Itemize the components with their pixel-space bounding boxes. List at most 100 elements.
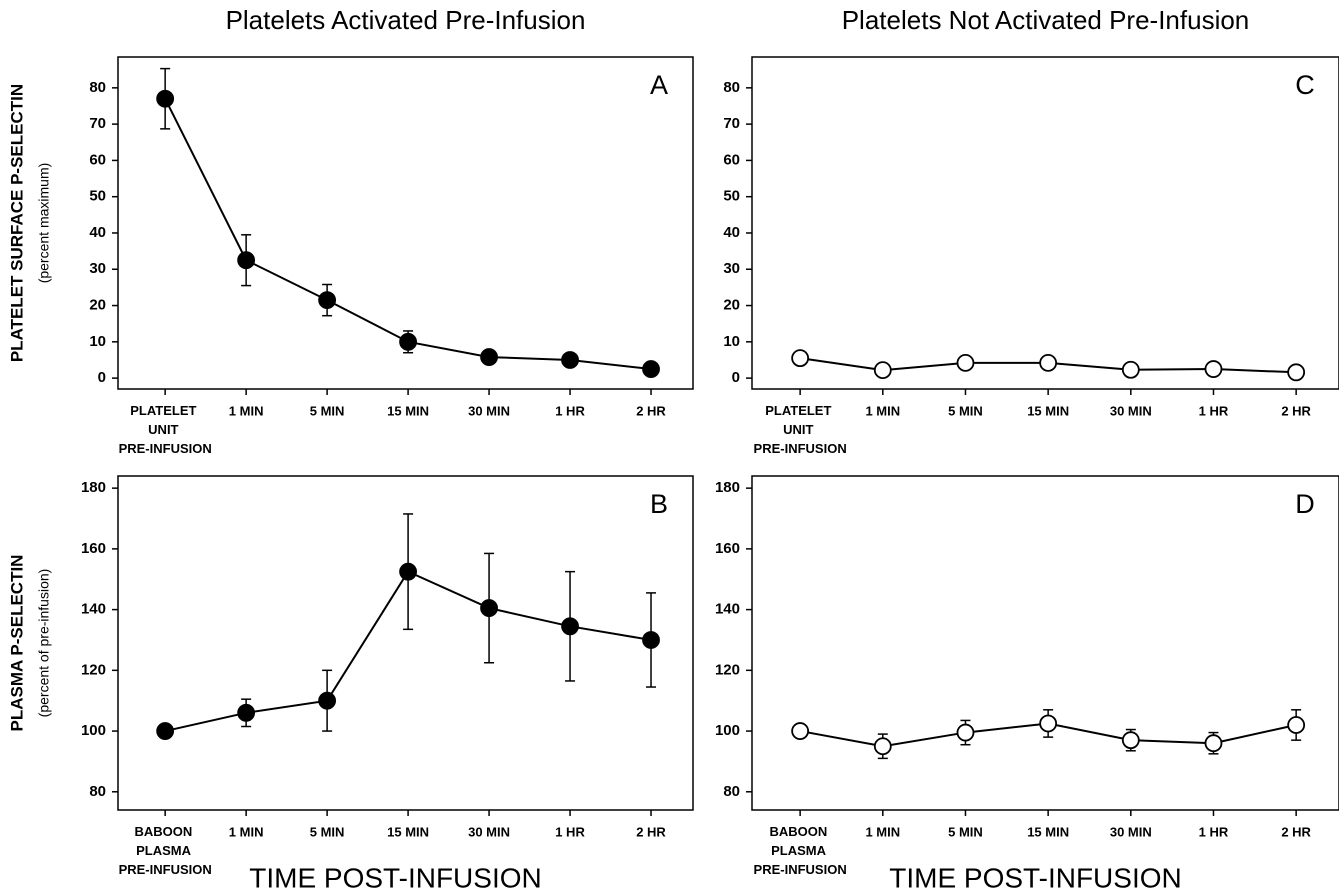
plot-frame — [751, 475, 1339, 811]
x-tick-label: 5 MIN — [310, 403, 345, 418]
marker — [1204, 734, 1223, 753]
marker — [156, 89, 175, 108]
x-axis-label: TIME POST-INFUSION — [249, 862, 541, 893]
y-tick-label: 30 — [723, 260, 740, 277]
y-axis-sublabel: (percent of pre-infusion) — [36, 569, 52, 718]
marker — [318, 691, 337, 710]
marker — [399, 332, 417, 351]
y-axis-label: PLATELET SURFACE P-SELECTIN — [7, 84, 26, 362]
x-tick-label: 1 MIN — [865, 403, 900, 418]
y-tick-label: 60 — [723, 151, 740, 168]
y-axis-sublabel: (percent maximum) — [36, 163, 52, 284]
y-tick-label: 0 — [98, 369, 106, 386]
y-axis-label: PLASMA P-SELECTIN — [7, 555, 26, 732]
marker — [642, 631, 660, 649]
panel-label: A — [650, 70, 668, 100]
marker — [561, 351, 579, 369]
x-tick-label: 1 HR — [555, 824, 585, 839]
marker — [1039, 714, 1058, 733]
marker — [561, 617, 579, 636]
y-tick-label: 40 — [89, 224, 106, 241]
panel-title: Platelets Activated Pre-Infusion — [226, 5, 586, 35]
x-tick-label: 30 MIN — [468, 824, 510, 839]
y-tick-label: 160 — [81, 540, 106, 557]
x-tick-label: BABOON PLASMA PRE-INFUSION — [754, 824, 847, 877]
x-tick-label: 2 HR — [1281, 824, 1311, 839]
y-tick-label: 20 — [89, 297, 106, 314]
y-tick-label: 60 — [89, 151, 106, 168]
x-tick-label: 30 MIN — [1110, 824, 1152, 839]
marker — [956, 723, 975, 742]
y-tick-label: 0 — [732, 369, 740, 386]
y-tick-label: 70 — [89, 115, 106, 132]
y-tick-label: 20 — [723, 297, 740, 314]
marker — [237, 251, 256, 270]
y-tick-label: 160 — [715, 540, 740, 557]
marker — [237, 703, 256, 722]
marker — [873, 361, 892, 380]
marker — [791, 722, 810, 740]
marker — [318, 291, 337, 310]
x-tick-label: 2 HR — [1281, 403, 1311, 418]
y-tick-label: 120 — [81, 661, 106, 678]
plot-frame — [117, 475, 694, 811]
y-tick-label: 120 — [715, 661, 740, 678]
y-tick-label: 80 — [723, 79, 740, 96]
panel-title: Platelets Not Activated Pre-Infusion — [842, 5, 1250, 35]
panel-label: B — [650, 489, 668, 519]
y-tick-label: 140 — [715, 601, 740, 618]
x-tick-label: 30 MIN — [1110, 403, 1152, 418]
x-tick-label: 15 MIN — [1027, 824, 1069, 839]
y-tick-label: 10 — [723, 333, 740, 350]
y-tick-label: 80 — [89, 79, 106, 96]
y-tick-label: 180 — [81, 479, 106, 496]
x-tick-label: PLATELET UNIT PRE-INFUSION — [754, 403, 847, 456]
marker — [1039, 353, 1058, 372]
panel-label: D — [1295, 489, 1315, 519]
x-tick-label: 1 MIN — [865, 824, 900, 839]
marker — [1204, 360, 1223, 378]
series-line — [164, 98, 652, 371]
y-tick-label: 70 — [723, 115, 740, 132]
x-tick-label: 2 HR — [636, 824, 666, 839]
panel-label: C — [1295, 70, 1315, 100]
x-tick-label: 5 MIN — [310, 824, 345, 839]
y-tick-label: 80 — [89, 783, 106, 800]
marker — [480, 599, 498, 617]
marker — [1121, 360, 1140, 379]
x-tick-label: 15 MIN — [387, 403, 429, 418]
marker — [873, 737, 892, 756]
x-tick-label: 1 HR — [1199, 403, 1229, 418]
marker — [642, 360, 660, 378]
y-tick-label: 30 — [89, 260, 106, 277]
x-tick-label: 5 MIN — [948, 403, 983, 418]
x-tick-label: 15 MIN — [1027, 403, 1069, 418]
y-tick-label: 140 — [81, 601, 106, 618]
x-tick-label: 30 MIN — [468, 403, 510, 418]
x-tick-label: 1 HR — [1199, 824, 1229, 839]
plot-frame — [751, 56, 1339, 390]
y-tick-label: 80 — [723, 783, 740, 800]
x-tick-label: BABOON PLASMA PRE-INFUSION — [119, 824, 212, 877]
marker — [956, 353, 975, 372]
y-tick-label: 100 — [81, 722, 106, 739]
y-tick-label: 10 — [89, 333, 106, 350]
marker — [399, 562, 417, 581]
marker — [1121, 731, 1140, 750]
marker — [791, 349, 810, 368]
marker — [1287, 716, 1306, 734]
x-tick-label: 1 MIN — [229, 403, 264, 418]
x-tick-label: 15 MIN — [387, 824, 429, 839]
x-tick-label: 5 MIN — [948, 824, 983, 839]
y-tick-label: 180 — [715, 479, 740, 496]
x-tick-label: PLATELET UNIT PRE-INFUSION — [119, 403, 212, 456]
y-tick-label: 40 — [723, 224, 740, 241]
marker — [480, 348, 498, 366]
y-tick-label: 50 — [723, 188, 740, 205]
x-axis-label: TIME POST-INFUSION — [889, 862, 1181, 893]
x-tick-label: 1 HR — [555, 403, 585, 418]
marker — [156, 722, 175, 740]
x-tick-label: 1 MIN — [229, 824, 264, 839]
marker — [1287, 363, 1306, 382]
